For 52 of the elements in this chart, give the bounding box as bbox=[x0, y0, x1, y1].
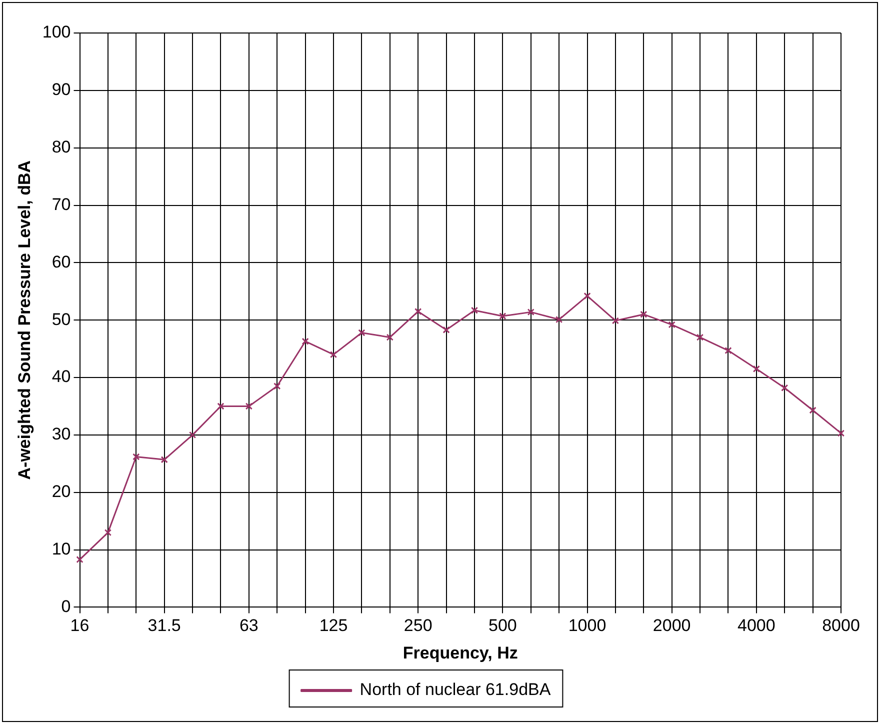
point bbox=[414, 308, 422, 316]
y-tick-label: 60 bbox=[52, 252, 71, 272]
point bbox=[809, 406, 816, 414]
point bbox=[499, 312, 506, 320]
y-tick-label: 80 bbox=[52, 138, 71, 157]
point bbox=[330, 350, 338, 358]
point bbox=[442, 326, 450, 334]
x-tick-label: 31.5 bbox=[148, 616, 181, 636]
point bbox=[188, 431, 196, 439]
x-axis-title: Frequency, Hz bbox=[402, 643, 518, 662]
point bbox=[668, 321, 676, 328]
point bbox=[217, 402, 224, 410]
point bbox=[612, 317, 620, 324]
y-tick-label: 40 bbox=[52, 367, 71, 386]
point bbox=[302, 338, 309, 345]
point bbox=[527, 308, 534, 316]
x-tick-label: 16 bbox=[70, 616, 90, 636]
y-tick-label: 70 bbox=[52, 194, 71, 214]
point bbox=[386, 334, 394, 341]
point bbox=[837, 430, 845, 437]
y-axis-title: A-weighted Sound Pressure Level, dBA bbox=[14, 160, 34, 480]
x-tick-label: 4000 bbox=[738, 616, 776, 636]
point bbox=[470, 306, 478, 314]
y-tick-label: 100 bbox=[42, 22, 71, 42]
y-tick-label: 50 bbox=[52, 310, 71, 329]
x-tick-label: 125 bbox=[319, 616, 348, 636]
point bbox=[696, 334, 704, 341]
point bbox=[245, 402, 253, 410]
x-tick-label: 250 bbox=[404, 616, 432, 636]
x-tick-label: 500 bbox=[488, 616, 517, 636]
x-tick-label: 63 bbox=[239, 616, 258, 636]
point bbox=[752, 365, 760, 372]
y-tick-label: 10 bbox=[52, 539, 71, 558]
legend-label: North of nuclear 61.9dBA bbox=[360, 680, 552, 700]
point bbox=[781, 384, 788, 392]
x-tick-label: 1000 bbox=[568, 616, 606, 636]
point bbox=[132, 453, 140, 460]
point bbox=[724, 346, 732, 354]
y-tick-label: 90 bbox=[52, 80, 71, 100]
point bbox=[640, 310, 648, 318]
point bbox=[160, 456, 168, 464]
y-tick-label: 0 bbox=[61, 596, 71, 616]
y-tick-label: 30 bbox=[52, 424, 71, 444]
x-tick-label: 2000 bbox=[652, 616, 691, 636]
point bbox=[104, 528, 112, 536]
point bbox=[274, 382, 281, 390]
point bbox=[358, 329, 366, 336]
point bbox=[76, 556, 84, 564]
x-tick-label: 8000 bbox=[822, 616, 860, 636]
point bbox=[584, 292, 591, 300]
y-tick-label: 20 bbox=[52, 482, 71, 502]
point bbox=[555, 316, 563, 324]
